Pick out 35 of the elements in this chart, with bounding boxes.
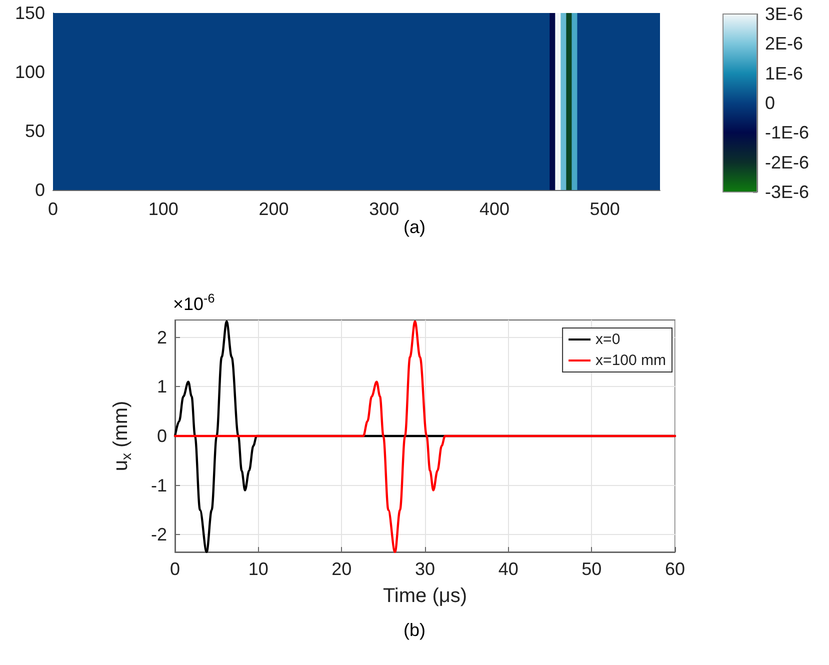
legend-label: x=0: [596, 331, 620, 348]
y-tick-label: -2: [150, 524, 167, 545]
y-tick-label: 100: [14, 62, 45, 82]
y-tick-label: -1: [150, 475, 167, 496]
x-tick-label: 0: [48, 199, 58, 219]
x-tick-label: 30: [414, 559, 436, 579]
x-tick-label: 10: [248, 559, 268, 579]
x-tick-label: 50: [582, 559, 602, 579]
color-bar-label: -1E-6: [765, 122, 810, 143]
legend-label: x=100 mm: [596, 352, 666, 369]
color-bar-label: 1E-6: [765, 63, 804, 84]
x-tick-label: 0: [170, 559, 180, 579]
text: (b): [404, 620, 426, 640]
x-tick-label: 60: [664, 559, 686, 579]
color-bar-label: 2E-6: [765, 34, 804, 54]
y-tick-label: 50: [24, 121, 45, 141]
text: (a): [404, 217, 426, 237]
x-tick-label: 400: [479, 199, 510, 219]
x-tick-label: 20: [332, 559, 352, 579]
color-bar-label: -2E-6: [765, 152, 810, 172]
color-bar-label: 3E-6: [765, 4, 804, 24]
y-tick-label: 150: [14, 3, 45, 23]
color-bar-label: 0: [765, 93, 776, 113]
y-axis-title: ux (mm): [110, 400, 134, 472]
y-tick-label: 1: [156, 376, 167, 397]
color-bar-label: -3E-6: [765, 182, 810, 202]
x-tick-label: 300: [369, 199, 400, 219]
x-tick-label: 40: [498, 559, 518, 579]
y-tick-label: 0: [156, 426, 167, 446]
y-tick-label: 0: [34, 180, 45, 200]
x-axis-title: Time (μs): [382, 585, 468, 607]
line-series: [174, 320, 676, 554]
y-tick-label: 2: [156, 327, 167, 348]
x-tick-label: 500: [590, 199, 620, 219]
x-tick-label: 200: [258, 199, 289, 219]
